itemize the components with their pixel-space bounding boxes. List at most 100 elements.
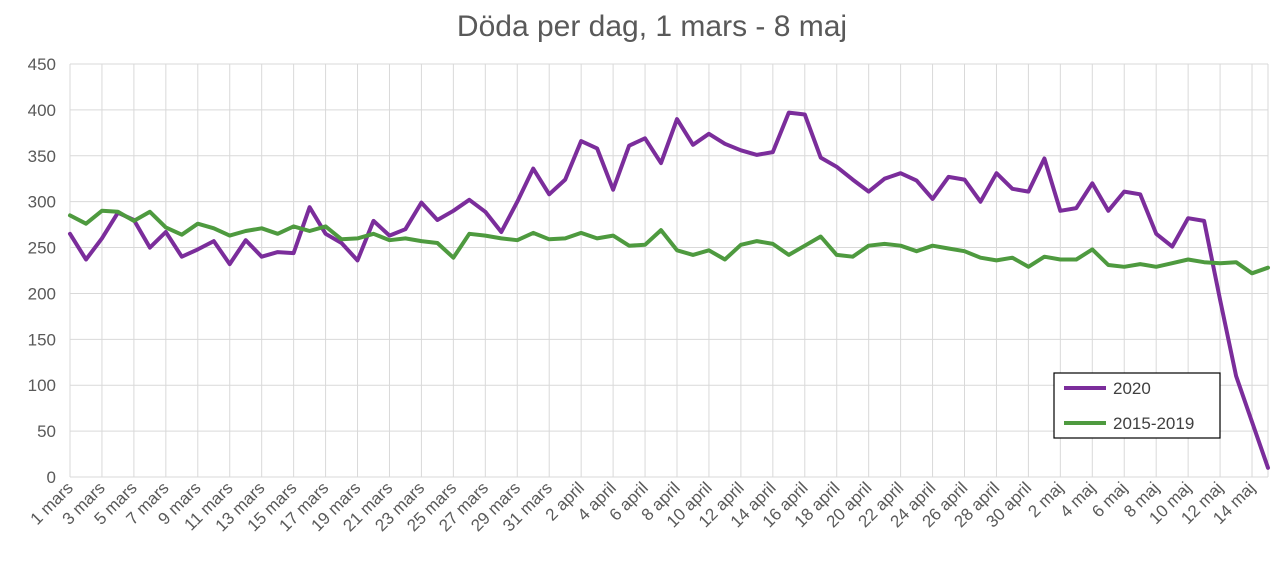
legend: 2020 2015-2019 — [1053, 372, 1221, 439]
data-point-2020 — [467, 198, 471, 202]
data-point-2015-2019 — [1106, 263, 1110, 267]
data-point-2015-2019 — [915, 249, 918, 253]
data-point-2020 — [979, 200, 982, 204]
data-point-2020 — [1234, 374, 1238, 378]
data-point-2015-2019 — [1074, 258, 1078, 261]
data-point-2015-2019 — [563, 237, 567, 240]
data-point-2020 — [1186, 216, 1190, 220]
data-point-2015-2019 — [1058, 258, 1062, 261]
data-point-2020 — [1122, 190, 1126, 194]
data-point-2020 — [260, 255, 264, 259]
data-point-2015-2019 — [963, 249, 966, 253]
data-point-2015-2019 — [1090, 248, 1094, 251]
data-point-2015-2019 — [180, 233, 184, 237]
data-point-2015-2019 — [819, 235, 823, 238]
data-point-2020 — [164, 230, 168, 234]
data-point-2015-2019 — [803, 244, 807, 248]
data-point-2020 — [515, 200, 519, 204]
data-point-2015-2019 — [324, 225, 327, 228]
data-point-2015-2019 — [1138, 262, 1142, 266]
data-point-2020 — [68, 232, 72, 236]
data-point-2020 — [899, 171, 902, 175]
data-point-2020 — [643, 136, 647, 140]
data-point-2015-2019 — [148, 210, 152, 214]
data-point-2015-2019 — [595, 237, 599, 240]
data-point-2020 — [196, 248, 200, 251]
data-point-2020 — [931, 197, 934, 201]
data-point-2020 — [436, 218, 439, 222]
data-point-2015-2019 — [675, 248, 679, 252]
data-point-2020 — [308, 205, 311, 209]
data-point-2020 — [452, 209, 455, 213]
data-point-2015-2019 — [1202, 260, 1206, 264]
data-point-2015-2019 — [707, 248, 711, 252]
x-tick-label: 6 maj — [1088, 478, 1131, 521]
data-point-2015-2019 — [467, 232, 471, 236]
data-point-2015-2019 — [196, 222, 200, 226]
data-point-2020 — [1106, 209, 1110, 213]
data-point-2015-2019 — [531, 231, 535, 235]
data-point-2015-2019 — [723, 258, 727, 261]
data-point-2015-2019 — [611, 234, 615, 238]
data-point-2015-2019 — [452, 256, 455, 260]
data-point-2015-2019 — [292, 225, 295, 228]
data-point-2020 — [595, 147, 599, 150]
data-point-2015-2019 — [1218, 261, 1222, 265]
data-point-2020 — [851, 178, 855, 182]
data-point-2015-2019 — [116, 210, 120, 214]
series-line-2020 — [68, 110, 1270, 470]
data-point-2020 — [1218, 298, 1222, 302]
data-point-2015-2019 — [1266, 266, 1270, 270]
data-point-2015-2019 — [659, 228, 663, 232]
data-point-2020 — [659, 161, 663, 165]
y-axis: 0 50 100 150 200 250 300 350 400 450 — [28, 55, 56, 487]
data-point-2020 — [228, 262, 232, 266]
data-point-2020 — [675, 117, 679, 121]
data-point-2015-2019 — [372, 232, 375, 236]
data-point-2015-2019 — [547, 237, 551, 241]
data-point-2020 — [1202, 219, 1206, 223]
data-point-2015-2019 — [1011, 256, 1014, 260]
data-point-2020 — [1011, 187, 1014, 191]
data-point-2020 — [835, 165, 839, 169]
data-point-2020 — [404, 227, 407, 231]
data-point-2015-2019 — [404, 237, 407, 240]
data-point-2015-2019 — [260, 226, 264, 230]
data-point-2015-2019 — [835, 253, 839, 257]
data-point-2015-2019 — [771, 242, 775, 246]
data-point-2015-2019 — [420, 239, 423, 243]
data-point-2020 — [579, 139, 583, 143]
data-point-2015-2019 — [212, 226, 216, 230]
data-point-2015-2019 — [228, 234, 232, 238]
data-point-2020 — [292, 251, 295, 255]
data-point-2020 — [1043, 157, 1046, 160]
data-point-2020 — [771, 150, 775, 154]
data-point-2020 — [707, 132, 711, 136]
legend-label-2020: 2020 — [1113, 379, 1151, 398]
data-point-2020 — [180, 255, 184, 259]
y-tick-label: 250 — [28, 239, 56, 258]
data-point-2020 — [627, 144, 631, 148]
data-point-2015-2019 — [979, 256, 982, 260]
legend-box — [1053, 372, 1221, 439]
data-point-2020 — [995, 171, 998, 175]
data-point-2020 — [212, 239, 216, 243]
data-point-2015-2019 — [483, 234, 487, 238]
data-point-2015-2019 — [388, 238, 391, 242]
data-point-2015-2019 — [132, 219, 136, 223]
data-point-2015-2019 — [931, 244, 934, 248]
chart-title: Döda per dag, 1 mars - 8 maj — [457, 10, 847, 43]
data-point-2020 — [531, 167, 535, 171]
data-point-2020 — [819, 156, 823, 160]
data-point-2020 — [1250, 420, 1254, 424]
data-point-2020 — [324, 232, 327, 236]
data-point-2020 — [723, 142, 727, 146]
data-point-2015-2019 — [436, 241, 439, 245]
data-point-2015-2019 — [1250, 271, 1254, 275]
data-point-2015-2019 — [1170, 261, 1174, 265]
data-point-2015-2019 — [867, 244, 871, 248]
series-lines — [68, 110, 1270, 470]
data-point-2020 — [883, 177, 886, 181]
